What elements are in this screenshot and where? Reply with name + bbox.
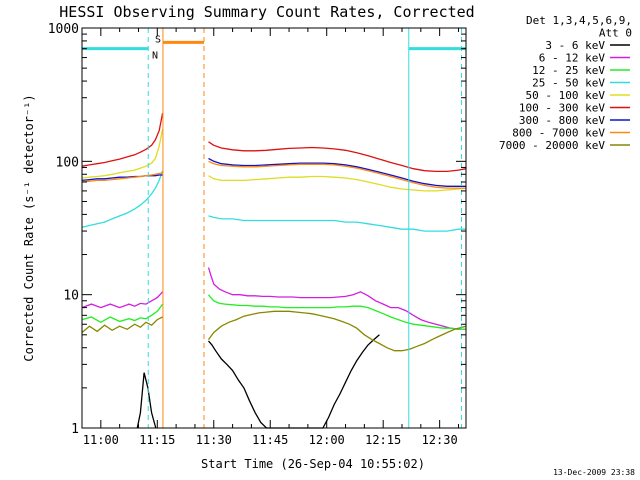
x-tick-label-12:00: 12:00 bbox=[309, 433, 345, 447]
series-6-12-kev-segment-1 bbox=[81, 291, 164, 309]
legend-label-7000-20000-kev: 7000 - 20000 keV bbox=[499, 139, 605, 152]
legend-label-3-6-kev: 3 - 6 keV bbox=[545, 39, 605, 52]
series-25-50-kev-segment-2 bbox=[208, 215, 466, 232]
series-7000-20000-kev-segment-1 bbox=[81, 316, 163, 333]
x-tick-label-12:30: 12:30 bbox=[422, 433, 458, 447]
y-axis-label: Corrected Count Rate (s⁻¹ detector⁻¹) bbox=[22, 94, 36, 361]
x-tick-label-11:45: 11:45 bbox=[252, 433, 288, 447]
series-7000-20000-kev-segment-2 bbox=[207, 310, 467, 352]
y-tick-label-100: 100 bbox=[56, 155, 79, 170]
series-50-100-kev-segment-2 bbox=[208, 175, 467, 192]
x-tick-label-11:30: 11:30 bbox=[196, 433, 232, 447]
legend-header-1: Det 1,3,4,5,6,9, bbox=[526, 14, 632, 27]
series-300-800-kev-segment-1 bbox=[81, 174, 163, 182]
x-tick-label-12:15: 12:15 bbox=[365, 433, 401, 447]
series-12-25-kev-segment-2 bbox=[207, 294, 466, 330]
legend-label-800-7000-kev: 800 - 7000 keV bbox=[512, 127, 605, 140]
legend-label-12-25-kev: 12 - 25 keV bbox=[532, 64, 605, 77]
SAA-bar-label: S bbox=[155, 34, 161, 45]
y-tick-label-1: 1 bbox=[71, 422, 79, 437]
series-3-6-kev-segment-2 bbox=[208, 334, 380, 429]
x-axis-label: Start Time (26-Sep-04 10:55:02) bbox=[201, 457, 425, 471]
series-25-50-kev-segment-1 bbox=[81, 170, 164, 228]
plot-frame bbox=[81, 27, 467, 429]
series-800-7000-kev-segment-2 bbox=[208, 160, 466, 189]
y-tick-label-10: 10 bbox=[63, 289, 79, 304]
legend-label-6-12-kev: 6 - 12 keV bbox=[539, 52, 606, 65]
generated-timestamp: 13-Dec-2009 23:38 bbox=[553, 468, 635, 477]
plot-area: NS 11:00 11:15 11:30 11:45 12:00 12:15 12:30 1 10… bbox=[48, 22, 467, 447]
legend-header-2: Att 0 bbox=[599, 27, 632, 40]
x-tick-label-11:00: 11:00 bbox=[83, 433, 119, 447]
series-100-300-kev-segment-2 bbox=[208, 141, 467, 173]
series-3-6-kev-segment-1 bbox=[136, 372, 157, 429]
series-50-100-kev-segment-1 bbox=[81, 128, 164, 179]
night-bar-label: N bbox=[152, 51, 158, 62]
series-12-25-kev-segment-1 bbox=[81, 303, 164, 324]
y-tick-label-1000: 1000 bbox=[48, 22, 79, 37]
series-300-800-kev-segment-2 bbox=[208, 157, 466, 187]
legend-label-100-300-kev: 100 - 300 keV bbox=[519, 102, 605, 115]
series-800-7000-kev-segment-1 bbox=[81, 172, 163, 183]
series-6-12-kev-segment-2 bbox=[207, 267, 466, 330]
legend-label-25-50-kev: 25 - 50 keV bbox=[532, 77, 605, 90]
series-100-300-kev-segment-1 bbox=[81, 112, 164, 167]
chart-title: HESSI Observing Summary Count Rates, Cor… bbox=[59, 3, 474, 21]
x-tick-label-11:15: 11:15 bbox=[139, 433, 175, 447]
legend-label-300-800-kev: 300 - 800 keV bbox=[519, 114, 605, 127]
legend-label-50-100-kev: 50 - 100 keV bbox=[526, 89, 606, 102]
